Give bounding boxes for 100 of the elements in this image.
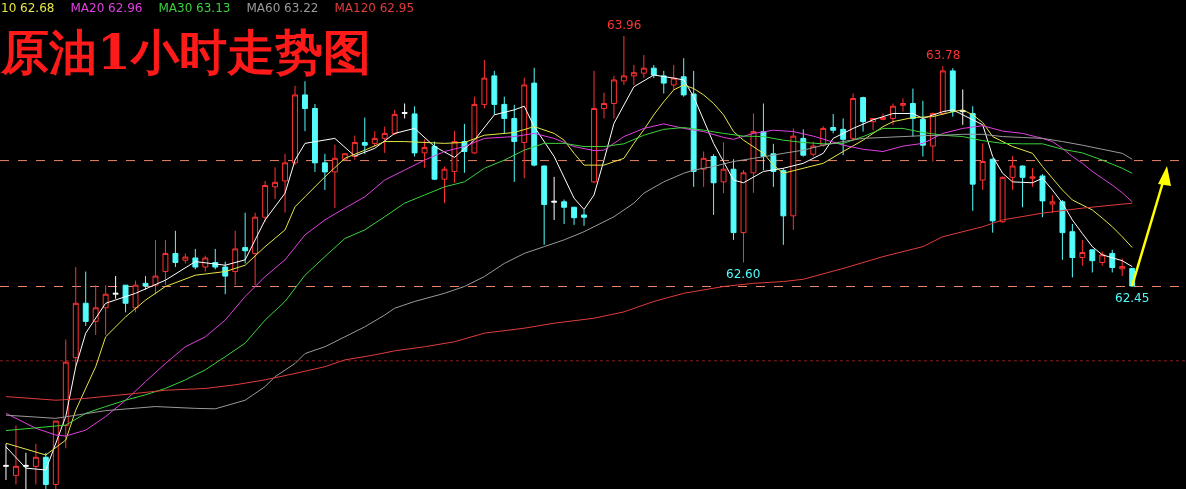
candlestick: [790, 127, 797, 231]
candlestick: [660, 70, 667, 95]
candlestick: [381, 126, 388, 154]
candlestick: [162, 239, 169, 286]
candlestick: [900, 98, 906, 113]
candlestick: [411, 105, 418, 158]
candlestick: [1109, 249, 1116, 273]
candlestick: [830, 113, 837, 134]
candlestick: [840, 117, 847, 156]
candlestick: [421, 138, 428, 169]
text: MA60 63.22: [246, 1, 319, 15]
candlestick: [272, 166, 279, 200]
candlestick: [561, 199, 568, 225]
candlestick: [890, 103, 896, 126]
candlestick: [989, 157, 996, 234]
candlestick: [321, 153, 328, 191]
candlestick: [501, 96, 508, 134]
candlestick: [471, 96, 478, 155]
candlestick: [531, 67, 538, 167]
candlestick: [401, 103, 408, 119]
candlestick: [102, 284, 109, 336]
candlestick: [1069, 223, 1076, 278]
annotation: 62.45: [1115, 291, 1150, 305]
candlestick: [700, 151, 707, 188]
candlestick: [371, 130, 378, 148]
candlestick: [591, 70, 597, 184]
candlestick: [1039, 173, 1046, 218]
candlestick: [122, 284, 129, 313]
candlestick: [521, 77, 528, 179]
candlestick: [142, 275, 149, 291]
annotation: 63.96: [607, 18, 642, 32]
candlestick: [780, 167, 787, 246]
text: MA120 62.95: [334, 1, 415, 15]
candlestick: [969, 105, 976, 212]
candlestick: [511, 104, 518, 183]
candlestick: [909, 88, 916, 138]
candlestick: [391, 109, 398, 136]
candlestick: [1089, 248, 1096, 273]
candlestick: [302, 80, 308, 132]
candlestick: [650, 64, 657, 79]
candlestick: [431, 141, 438, 181]
candlestick: [850, 93, 857, 141]
candlestick: [132, 280, 139, 313]
candlestick: [1119, 257, 1126, 277]
candlestick: [1099, 251, 1106, 267]
annotation: 63.78: [926, 48, 961, 62]
candlestick: [361, 117, 368, 155]
candlestick: [42, 452, 49, 489]
candlestick: [949, 67, 956, 118]
candlestick: [690, 70, 697, 188]
candlestick: [82, 271, 89, 327]
candlestick: [222, 261, 229, 295]
candlestick: [670, 64, 677, 91]
candlestick: [860, 96, 867, 133]
candlestick: [1019, 165, 1026, 208]
candlestick: [939, 65, 946, 116]
candlestick: [1049, 194, 1056, 214]
candlestick: [730, 158, 737, 241]
annotation: 62.60: [726, 267, 761, 281]
candlestick: [1079, 239, 1086, 267]
candlestick: [242, 212, 249, 264]
candlestick: [172, 230, 179, 268]
candlestick: [441, 165, 448, 204]
text: 10 62.68: [1, 1, 55, 15]
candlestick: [252, 212, 259, 286]
candlestick: [1029, 167, 1036, 188]
candlestick: [481, 59, 488, 109]
candlestick: [581, 209, 587, 227]
candlestick: [541, 165, 548, 246]
candlestick: [720, 141, 727, 194]
text: MA20 62.96: [70, 1, 143, 15]
candlestick: [601, 92, 607, 119]
candlestick: [999, 175, 1006, 224]
chart-title: 原油1小时走势图: [0, 23, 371, 80]
candlestick: [232, 230, 239, 286]
candlestick: [959, 88, 966, 126]
candlestick: [152, 239, 159, 295]
text: MA30 63.13: [158, 1, 231, 15]
candlestick: [262, 180, 269, 223]
candlestick: [491, 70, 498, 116]
candlestick: [640, 54, 647, 79]
candlestick: [292, 85, 298, 166]
candlestick: [13, 425, 19, 485]
candlestick: [72, 266, 79, 368]
candlestick: [630, 64, 637, 86]
candlestick: [282, 153, 288, 214]
candlestick: [331, 144, 338, 209]
candlestick: [182, 252, 189, 264]
candlestick: [571, 206, 578, 226]
candlestick: [610, 75, 617, 119]
candlestick: [740, 169, 747, 264]
candlestick: [710, 153, 717, 216]
candlestick: [1009, 155, 1016, 191]
candlestick: [32, 443, 39, 485]
candlestick: [551, 176, 558, 221]
candlestick: [1059, 199, 1066, 261]
candlestick: [620, 35, 627, 86]
candlestick: [312, 103, 318, 173]
candlestick: [979, 142, 986, 191]
candlestick: [112, 275, 119, 300]
